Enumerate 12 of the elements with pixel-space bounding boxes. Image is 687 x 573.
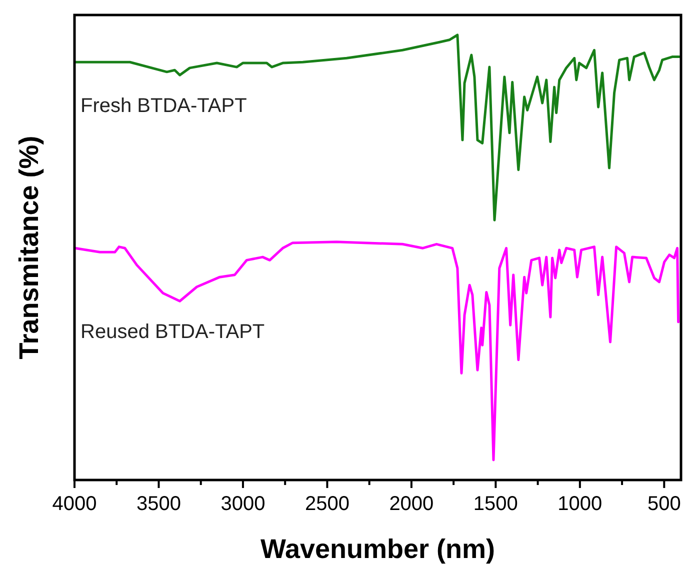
x-axis-title: Wavenumber (nm) [260,534,496,564]
x-tick-label: 1000 [558,493,602,515]
y-axis-title: Transmitance (%) [14,136,44,360]
series-label: Reused BTDA-TAPT [80,321,265,344]
x-tick-label: 3500 [136,493,181,515]
x-tick-label: 500 [647,493,681,515]
x-tick-label: 3000 [220,493,266,515]
series-label: Fresh BTDA-TAPT [80,95,247,118]
x-tick-label: 2000 [389,493,434,515]
x-tick-label: 2500 [304,493,350,515]
x-tick-label: 1500 [473,493,518,515]
x-tick-label: 4000 [52,493,97,515]
